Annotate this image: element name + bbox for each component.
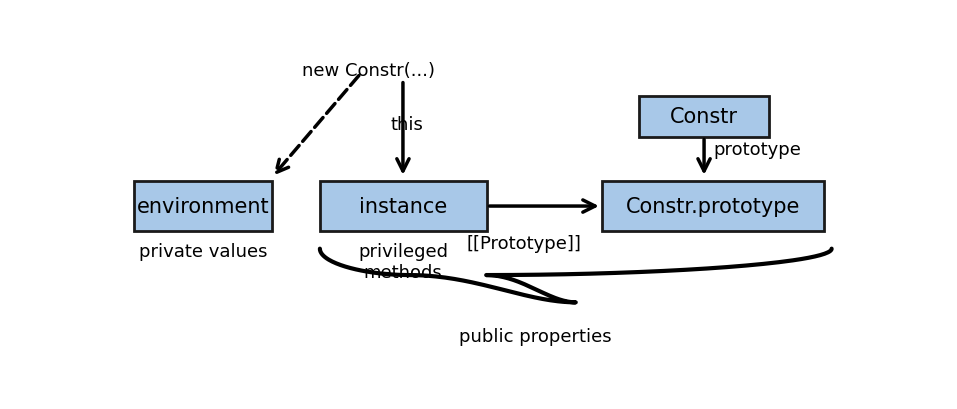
Text: privileged
methods: privileged methods: [358, 243, 448, 281]
FancyBboxPatch shape: [602, 181, 824, 232]
FancyBboxPatch shape: [135, 181, 272, 232]
Text: instance: instance: [359, 197, 448, 216]
Text: Constr.prototype: Constr.prototype: [626, 197, 800, 216]
FancyBboxPatch shape: [320, 181, 487, 232]
FancyBboxPatch shape: [639, 97, 768, 137]
Text: public properties: public properties: [458, 327, 612, 345]
Text: Constr: Constr: [670, 107, 738, 127]
Text: new Constr(...): new Constr(...): [301, 62, 434, 80]
Text: private values: private values: [139, 243, 268, 261]
Text: this: this: [390, 116, 423, 134]
Text: prototype: prototype: [713, 141, 801, 159]
Text: [[Prototype]]: [[Prototype]]: [466, 235, 581, 253]
Text: environment: environment: [137, 197, 269, 216]
